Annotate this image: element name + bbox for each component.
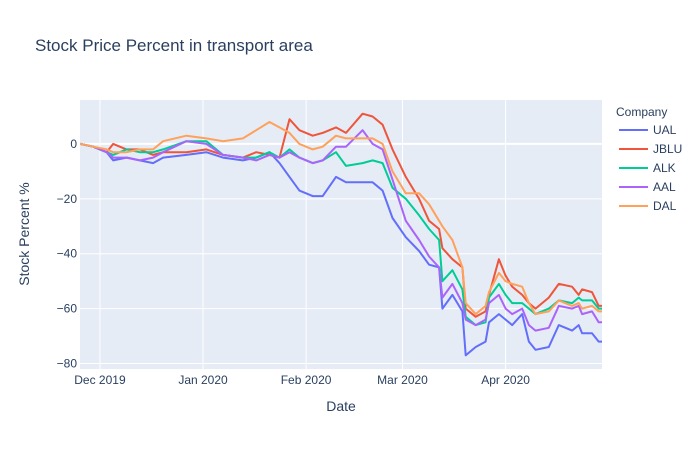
series-line-dal bbox=[80, 121, 602, 316]
series-layer bbox=[80, 112, 602, 357]
legend: Company UAL JBLU ALK AAL DAL bbox=[616, 105, 682, 213]
x-tick-label: Feb 2020 bbox=[281, 373, 332, 387]
legend-items: UAL JBLU ALK AAL DAL bbox=[619, 123, 682, 213]
legend-item-aal[interactable]: AAL bbox=[619, 180, 676, 194]
series-line-jblu bbox=[80, 112, 602, 318]
series-line-aal bbox=[80, 129, 602, 332]
y-tick-label: −60 bbox=[57, 302, 78, 316]
x-tick-label: Mar 2020 bbox=[377, 373, 428, 387]
x-axis-ticks: Dec 2019 Jan 2020 Feb 2020 Mar 2020 Apr 2020 bbox=[74, 373, 530, 387]
y-axis-ticks: 0 −20 −40 −60 −80 bbox=[57, 137, 78, 371]
series-line-ual bbox=[80, 142, 602, 357]
legend-label: AAL bbox=[653, 180, 676, 194]
legend-item-ual[interactable]: UAL bbox=[619, 123, 677, 137]
legend-item-alk[interactable]: ALK bbox=[619, 161, 676, 175]
plot-area bbox=[80, 100, 602, 369]
legend-title: Company bbox=[616, 105, 667, 119]
y-tick-label: −40 bbox=[57, 247, 78, 261]
x-tick-label: Apr 2020 bbox=[481, 373, 530, 387]
y-tick-label: −20 bbox=[57, 192, 78, 206]
y-tick-label: 0 bbox=[70, 137, 77, 151]
legend-item-dal[interactable]: DAL bbox=[619, 199, 677, 213]
x-axis-title: Date bbox=[326, 398, 356, 414]
y-axis-title: Stock Percent % bbox=[16, 182, 32, 286]
legend-label: DAL bbox=[653, 199, 677, 213]
legend-label: UAL bbox=[653, 123, 677, 137]
y-tick-label: −80 bbox=[57, 357, 78, 371]
y-gridlines bbox=[80, 142, 602, 365]
chart-title: Stock Price Percent in transport area bbox=[35, 36, 313, 55]
legend-label: JBLU bbox=[653, 142, 682, 156]
plot-background bbox=[80, 100, 602, 369]
x-tick-label: Jan 2020 bbox=[178, 373, 228, 387]
x-tick-label: Dec 2019 bbox=[74, 373, 126, 387]
legend-item-jblu[interactable]: JBLU bbox=[619, 142, 682, 156]
legend-label: ALK bbox=[653, 161, 676, 175]
